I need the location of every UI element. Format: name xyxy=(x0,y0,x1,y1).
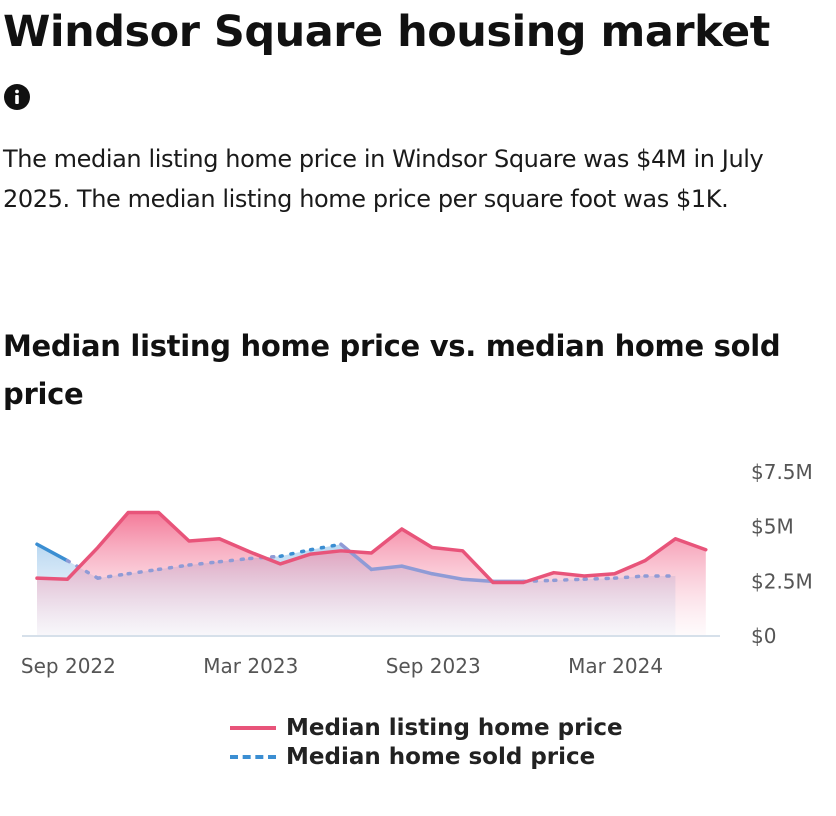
x-tick-label: Mar 2023 xyxy=(203,654,298,678)
sold-line-segment xyxy=(552,577,586,583)
sold-line-segment xyxy=(217,556,252,564)
sold-line-segment xyxy=(612,574,647,580)
sold-line-segment xyxy=(187,559,222,567)
info-icon[interactable] xyxy=(4,84,30,110)
legend-swatch-listing xyxy=(230,725,276,730)
sold-line-segment xyxy=(582,576,617,581)
legend-item-listing: Median listing home price xyxy=(230,713,623,742)
legend: Median listing home price Median home so… xyxy=(230,713,623,771)
price-chart: $0 $2.5M $5M $7.5M Sep 2022 Mar 2023 Sep 2023… xyxy=(21,460,813,678)
market-summary: The median listing home price in Windsor… xyxy=(3,145,764,213)
page-title: Windsor Square housing market xyxy=(3,7,770,57)
sold-line-segment xyxy=(248,554,282,561)
legend-swatch-sold xyxy=(230,754,276,759)
sold-line-segment xyxy=(35,542,70,563)
legend-label-listing: Median listing home price xyxy=(286,714,623,741)
sold-line-segment xyxy=(96,572,130,580)
sold-line-segment xyxy=(460,577,495,584)
sold-line-segment xyxy=(430,572,465,581)
legend-label-sold: Median home sold price xyxy=(286,743,596,770)
legend-item-sold: Median home sold price xyxy=(230,742,623,771)
x-tick-label: Mar 2024 xyxy=(568,654,663,678)
sold-line-segment xyxy=(400,564,434,576)
y-tick-label: $7.5M xyxy=(751,460,813,484)
x-tick-label: Sep 2022 xyxy=(21,654,116,678)
sold-line-segment xyxy=(126,567,161,576)
listing-price-area xyxy=(37,512,706,635)
sold-line-segment xyxy=(369,564,404,572)
y-tick-label: $2.5M xyxy=(751,569,813,593)
sold-line-segment xyxy=(156,563,191,572)
chart-title: Median listing home price vs. median hom… xyxy=(3,329,781,411)
y-tick-label: $5M xyxy=(751,515,794,539)
sold-line-segment xyxy=(308,542,343,552)
x-tick-label: Sep 2023 xyxy=(386,654,481,678)
sold-line-segment xyxy=(521,578,556,584)
y-tick-label: $0 xyxy=(751,624,776,648)
sold-line-segment xyxy=(339,542,374,572)
